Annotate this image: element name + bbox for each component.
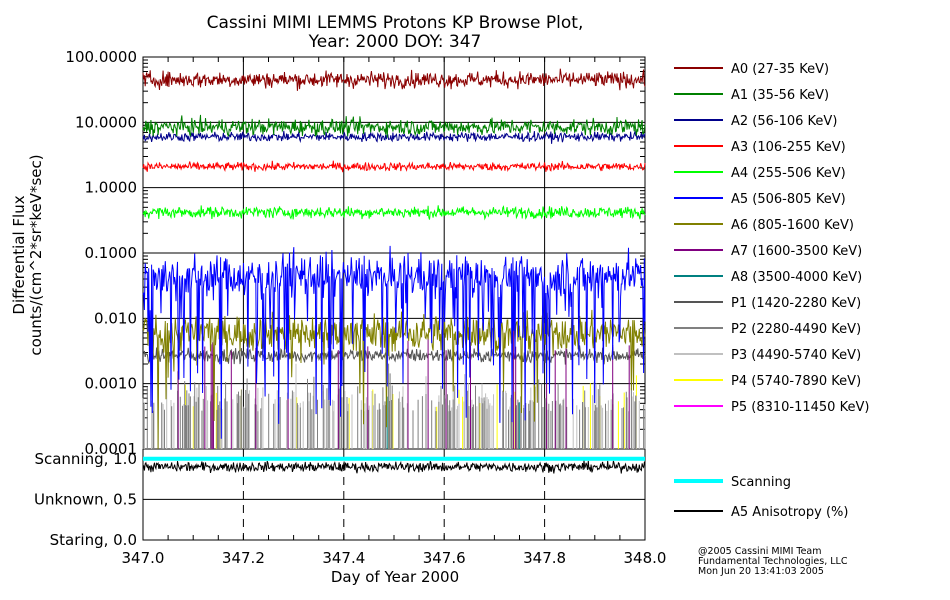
footer-copyright: @2005 Cassini MIMI Team — [698, 546, 822, 557]
y-axis-label-line2: counts/(cm^2*sr*keV*sec) — [27, 154, 45, 355]
series-line — [386, 396, 520, 449]
series-p4 — [184, 375, 637, 449]
legend-label: A4 (255-506 KeV) — [731, 166, 846, 181]
series-line — [142, 68, 646, 91]
series-a0 — [142, 68, 646, 91]
chart-title: Cassini MIMI LEMMS Protons KP Browse Plo… — [207, 13, 584, 33]
legend-label: P1 (1420-2280 KeV) — [731, 296, 861, 311]
y-axis-label: Differential Flux counts/(cm^2*sr*keV*se… — [10, 154, 45, 355]
series-a4 — [142, 205, 646, 221]
series-line — [142, 363, 646, 449]
series-a1 — [142, 114, 646, 138]
lower-y-tick-label: Staring, 0.0 — [50, 531, 137, 549]
y-tick-label: 0.0001 — [85, 440, 138, 458]
lower-y-tick-label: Unknown, 0.5 — [34, 490, 137, 508]
legend-label: Scanning — [731, 475, 791, 490]
x-tick-label: 347.0 — [122, 549, 165, 567]
series-a5 — [142, 245, 646, 439]
footer-company: Fundamental Technologies, LLC — [698, 556, 848, 567]
series-a5-anisotropy — [142, 460, 646, 474]
y-tick-label: 100.0000 — [65, 48, 137, 66]
series-p2 — [142, 363, 646, 449]
chart-subtitle: Year: 2000 DOY: 347 — [308, 32, 482, 52]
series-line — [142, 160, 646, 173]
x-tick-label: 347.8 — [523, 549, 566, 567]
footer-date: Mon Jun 20 13:41:03 2005 — [698, 566, 824, 577]
legend-label: A5 Anisotropy (%) — [731, 505, 848, 520]
series-line — [142, 245, 646, 439]
x-tick-label: 347.6 — [423, 549, 466, 567]
lower-y-tick-label: Scanning, 1.0 — [34, 450, 137, 468]
legend-label: A8 (3500-4000 KeV) — [731, 270, 862, 285]
y-axis-label-line1: Differential Flux — [10, 195, 28, 314]
legend-label: A1 (35-56 KeV) — [731, 88, 829, 103]
series-a2 — [142, 130, 646, 144]
series-p1 — [143, 345, 646, 365]
x-tick-label: 348.0 — [624, 549, 667, 567]
legend-label: P3 (4490-5740 KeV) — [731, 348, 861, 363]
series-a3 — [142, 160, 646, 173]
legend-label: P4 (5740-7890 KeV) — [731, 374, 861, 389]
series-a8 — [386, 396, 520, 449]
y-tick-label: 0.1000 — [85, 244, 138, 262]
series-line — [142, 205, 646, 221]
legend-label: A7 (1600-3500 KeV) — [731, 244, 862, 259]
series-a6 — [142, 309, 646, 450]
legend-label: P5 (8310-11450 KeV) — [731, 400, 869, 415]
series-line — [142, 130, 646, 144]
legend-label: A5 (506-805 KeV) — [731, 192, 846, 207]
y-tick-label: 1.0000 — [85, 179, 138, 197]
x-axis-label: Day of Year 2000 — [331, 568, 459, 586]
series-line — [184, 375, 637, 449]
legend-label: A6 (805-1600 KeV) — [731, 218, 854, 233]
x-tick-label: 347.2 — [222, 549, 265, 567]
y-tick-label: 10.0000 — [75, 113, 137, 131]
lower-panel-frame — [142, 448, 646, 541]
series-line — [142, 309, 646, 450]
legend-label: A2 (56-106 KeV) — [731, 114, 837, 129]
series-line — [143, 345, 646, 365]
y-tick-label: 0.010 — [94, 309, 137, 327]
legend-label: P2 (2280-4490 KeV) — [731, 322, 861, 337]
y-tick-label: 0.0010 — [85, 375, 138, 393]
x-tick-label: 347.4 — [322, 549, 365, 567]
series-line — [142, 114, 646, 138]
legend-label: A3 (106-255 KeV) — [731, 140, 846, 155]
legend-label: A0 (27-35 KeV) — [731, 62, 829, 77]
